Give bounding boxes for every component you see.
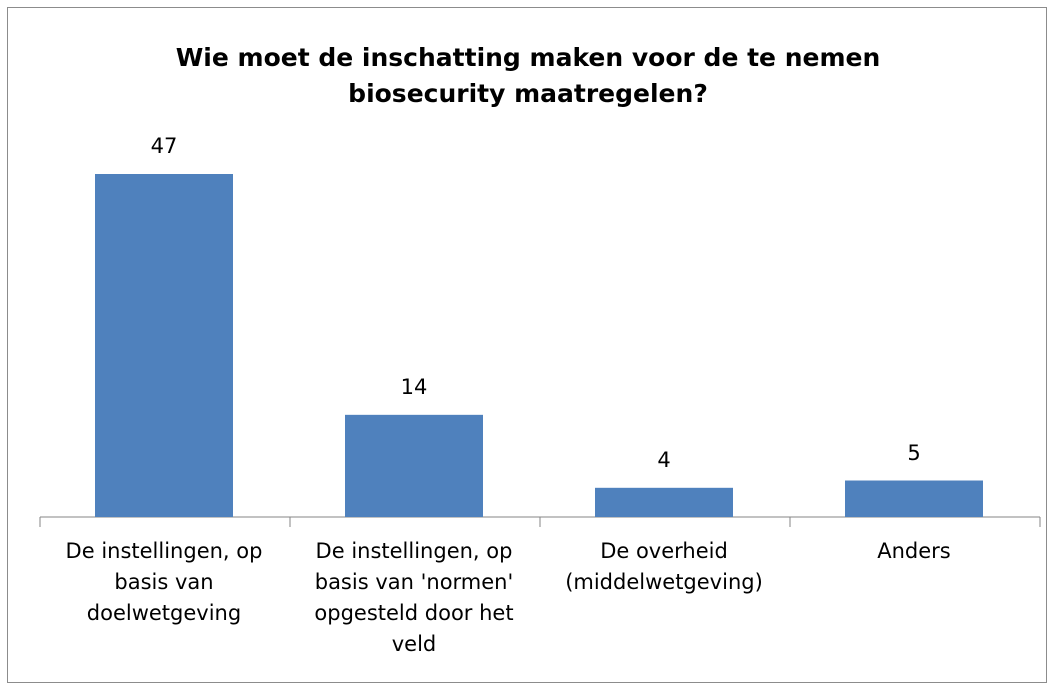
value-label: 47 xyxy=(150,134,178,158)
value-label: 4 xyxy=(657,447,671,472)
value-label: 5 xyxy=(907,440,921,465)
value-label: 14 xyxy=(400,374,428,399)
x-tick-label: De instellingen, op basis van 'normen' o… xyxy=(314,539,514,656)
x-tick-label: De overheid (middelwetgeving) xyxy=(565,539,763,594)
x-tick-label: Anders xyxy=(877,539,951,563)
bar xyxy=(595,487,733,517)
bar xyxy=(845,480,983,517)
bar xyxy=(95,174,233,517)
chart-frame xyxy=(7,7,1047,683)
x-tick-label: De instellingen, op basis van doelwetgev… xyxy=(65,539,263,625)
chart-title: Wie moet de inschatting maken voor de te… xyxy=(175,43,881,108)
bar xyxy=(345,414,483,517)
